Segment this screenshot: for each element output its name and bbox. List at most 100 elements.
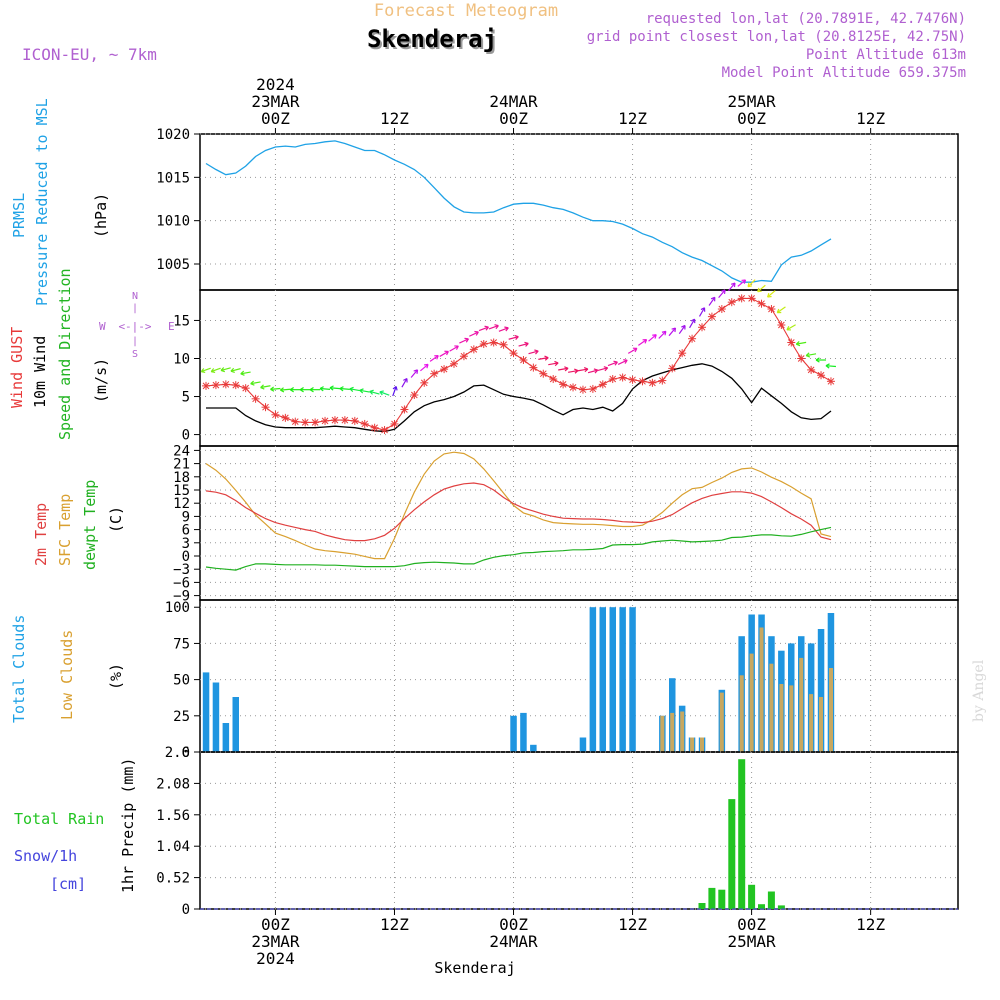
- snow-unit: [cm]: [50, 875, 86, 893]
- arrow-head-1: [359, 388, 364, 391]
- arrow-head-2: [710, 296, 716, 300]
- gust-marker: [678, 349, 687, 358]
- arrow-head-1: [485, 326, 489, 331]
- low-cloud-bar: [799, 657, 804, 752]
- wind-direction-arrow: [339, 386, 350, 392]
- top-time-label: 12Z: [618, 109, 647, 128]
- wind-direction-arrow: [289, 387, 301, 393]
- arrow-shaft: [508, 336, 519, 340]
- arrow-head-2: [464, 337, 469, 340]
- wind-direction-arrow: [757, 284, 766, 293]
- arrow-shaft: [747, 279, 756, 288]
- arrow-head-1: [369, 389, 374, 393]
- wind-10m-label: 10m Wind: [31, 336, 49, 408]
- gust-marker: [400, 405, 409, 414]
- gust-marker-d2: [301, 419, 309, 426]
- arrow-head-2: [339, 388, 344, 392]
- arrow-head-2: [805, 354, 811, 358]
- arrow-shaft: [369, 390, 380, 395]
- arrow-shaft: [349, 388, 360, 392]
- compass-e: E: [168, 320, 175, 333]
- arrow-head-2: [825, 365, 830, 369]
- low-cloud-bar: [759, 627, 764, 752]
- wind-direction-arrow: [587, 368, 599, 374]
- arrow-head-2: [514, 334, 519, 338]
- wind-speed-line: [206, 363, 832, 433]
- low-cloud-bar: [809, 694, 814, 752]
- arrow-shaft: [260, 385, 271, 389]
- gust-marker-d2: [331, 416, 339, 424]
- gust-marker: [321, 416, 330, 425]
- y-tick-label: 12: [173, 496, 190, 512]
- wind-direction-arrow: [379, 390, 390, 396]
- arrow-shaft: [280, 388, 291, 391]
- gust-marker-d2: [599, 381, 607, 388]
- arrow-head-1: [465, 338, 469, 343]
- arrow-shaft: [678, 325, 686, 335]
- arrow-head-1: [446, 351, 449, 356]
- gust-marker: [360, 419, 369, 428]
- low-cloud-bar: [779, 684, 784, 752]
- gust-marker-d2: [252, 395, 259, 403]
- gust-marker: [459, 352, 468, 361]
- wind-direction-arrow: [369, 389, 380, 395]
- compass-w: W: [99, 320, 106, 333]
- gust-marker: [281, 413, 290, 422]
- pressure-panel: 1005 1010 1015 1020: [156, 127, 959, 291]
- arrow-head-1: [743, 279, 747, 284]
- gust-marker: [777, 321, 786, 330]
- wind-direction-arrow: [825, 363, 836, 369]
- arrow-head-2: [379, 391, 383, 396]
- arrow-head-2: [747, 285, 753, 288]
- arrow-head-1: [634, 348, 638, 353]
- top-time-label: 00Z: [261, 109, 290, 128]
- gust-marker-d2: [758, 300, 765, 308]
- wind-direction-arrow: [698, 307, 706, 317]
- wind-direction-arrow: [449, 345, 459, 352]
- wind-direction-arrow: [805, 352, 817, 358]
- arrow-shaft: [757, 284, 766, 293]
- low-cloud-bar: [700, 737, 704, 752]
- arrow-shaft: [806, 353, 817, 357]
- total-cloud-bar: [619, 607, 626, 752]
- arrow-head-1: [240, 370, 245, 375]
- y-tick-label: 1005: [156, 257, 190, 273]
- arrow-head-2: [815, 359, 820, 363]
- gust-marker-d2: [629, 376, 636, 384]
- gust-marker: [648, 378, 657, 387]
- gust-marker-d2: [361, 420, 369, 428]
- gust-marker-d2: [698, 323, 706, 331]
- gust-marker-d2: [678, 349, 686, 357]
- gust-marker-d2: [460, 352, 468, 360]
- arrow-head-2: [652, 334, 657, 336]
- pressure-label-1: PRMSL: [10, 193, 28, 238]
- arrow-head-1: [594, 369, 599, 374]
- pressure-line: [205, 140, 832, 283]
- gust-marker: [529, 363, 538, 372]
- bottom-time-label: 00Z: [499, 915, 528, 934]
- footer-location: Skenderaj: [434, 959, 515, 977]
- bottom-time-label: 23MAR: [251, 932, 300, 951]
- wind-direction-arrow: [776, 306, 786, 314]
- gust-marker-d2: [728, 298, 736, 306]
- wind-direction-arrow: [240, 370, 251, 376]
- low-cloud-bar: [680, 711, 685, 752]
- wind-direction-arrow: [718, 289, 726, 299]
- wind-direction-arrow: [617, 359, 628, 365]
- bottom-time-label: 12Z: [380, 915, 409, 934]
- wind-direction-arrow: [459, 337, 469, 344]
- gust-marker: [578, 385, 587, 394]
- arrow-head-1: [644, 339, 648, 344]
- gust-marker: [797, 354, 806, 363]
- low-cloud-bar: [719, 692, 724, 752]
- arrow-head-2: [260, 386, 265, 390]
- panel-frame: [199, 133, 959, 291]
- low-cloud-bar: [829, 668, 833, 752]
- gust-marker: [469, 345, 478, 354]
- low-cloud-bar: [739, 675, 744, 752]
- arrow-head-1: [604, 367, 609, 372]
- low-cloud-bar: [819, 697, 823, 752]
- low-cloud-bar: [769, 663, 774, 752]
- arrow-shaft: [648, 334, 657, 342]
- gust-marker-d2: [351, 417, 359, 425]
